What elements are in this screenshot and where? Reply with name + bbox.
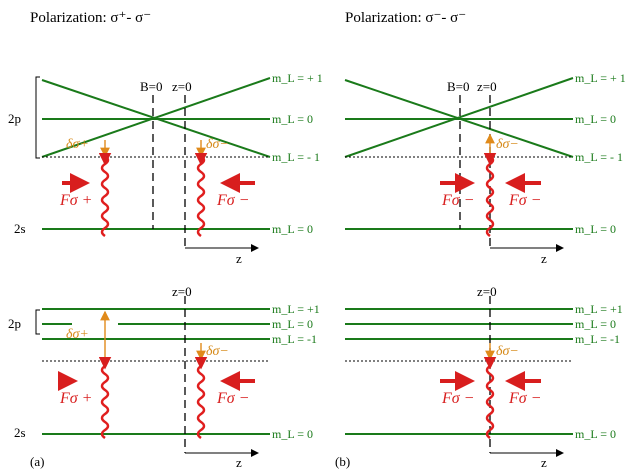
photon-sigma-minus: [483, 357, 497, 440]
ml-plus1-label: m_L = + 1: [272, 71, 323, 85]
photon-sigma-plus: [98, 153, 112, 238]
state-2p-label: 2p: [8, 111, 21, 126]
z-axis-label: z: [541, 251, 547, 266]
ml-zero-label: m_L = 0: [272, 112, 313, 126]
z-zero-label: z=0: [477, 79, 497, 94]
z-zero-label: z=0: [477, 284, 497, 299]
b-zero-label: B=0: [140, 79, 163, 94]
panel-b-label: (b): [335, 454, 350, 469]
force-right-label: Fσ −: [508, 192, 541, 209]
ml-zero-label: m_L = 0: [575, 317, 616, 331]
ml-ground-label: m_L = 0: [575, 427, 616, 441]
photon-sigma-minus: [194, 153, 208, 238]
panel-a-label: (a): [30, 454, 44, 469]
panel-bottom-right: z=0 z m_L = +1 m_L = 0 m_L = -1 m_L = 0 …: [335, 284, 623, 470]
ml-plus1-label: m_L = +1: [575, 302, 623, 316]
2p-bracket: [35, 309, 40, 335]
state-2s-label: 2s: [14, 425, 26, 440]
panel-bottom-left: 2p 2s z=0 z m_L = +1 m_L = 0 m_L = -1 m_…: [8, 284, 320, 470]
panel-top-right: B=0 z=0 z m_L = + 1 m_L = 0 m_L = - 1 m_…: [344, 71, 626, 266]
right-polarization-title: Polarization: σ⁻- σ⁻: [345, 10, 466, 26]
photon-sigma-plus: [98, 357, 112, 440]
z-zero-label: z=0: [172, 284, 192, 299]
photon-sigma-minus: [483, 153, 497, 238]
delta-minus-label: δσ−: [496, 137, 519, 152]
force-minus-label: Fσ −: [216, 390, 249, 407]
ml-ground-label: m_L = 0: [272, 427, 313, 441]
z-axis-label: z: [236, 455, 242, 470]
delta-plus-label: δσ+: [66, 327, 89, 342]
ml-minus1-label: m_L = -1: [575, 332, 620, 346]
2p-bracket: [35, 76, 40, 159]
left-polarization-title: Polarization: σ⁺- σ⁻: [30, 10, 151, 26]
z-zero-label: z=0: [172, 79, 192, 94]
state-2s-label: 2s: [14, 221, 26, 236]
ml-minus1-label: m_L = - 1: [575, 150, 623, 164]
ml-plus1-label: m_L = + 1: [575, 71, 626, 85]
z-axis-label: z: [236, 251, 242, 266]
ml-ground-label: m_L = 0: [272, 222, 313, 236]
state-2p-label: 2p: [8, 316, 21, 331]
force-left-label: Fσ −: [441, 390, 474, 407]
panel-top-left: 2p 2s B=0 z=0 z m_L = + 1 m_L = 0 m_L = …: [8, 71, 323, 266]
force-plus-label: Fσ +: [59, 390, 92, 407]
force-plus-label: Fσ +: [59, 192, 92, 209]
force-right-label: Fσ −: [508, 390, 541, 407]
ml-ground-label: m_L = 0: [575, 222, 616, 236]
force-left-label: Fσ −: [441, 192, 474, 209]
delta-plus-label: δσ+: [66, 137, 89, 152]
ml-zero-label: m_L = 0: [575, 112, 616, 126]
z-axis-label: z: [541, 455, 547, 470]
delta-minus-label: δσ−: [206, 137, 229, 152]
delta-minus-label: δσ−: [496, 344, 519, 359]
ml-minus1-label: m_L = -1: [272, 332, 317, 346]
ml-plus1-label: m_L = +1: [272, 302, 320, 316]
ml-zero-label: m_L = 0: [272, 317, 313, 331]
photon-sigma-minus: [194, 357, 208, 440]
ml-minus1-label: m_L = - 1: [272, 150, 320, 164]
delta-minus-label: δσ−: [206, 344, 229, 359]
b-zero-label: B=0: [447, 79, 470, 94]
force-minus-label: Fσ −: [216, 192, 249, 209]
